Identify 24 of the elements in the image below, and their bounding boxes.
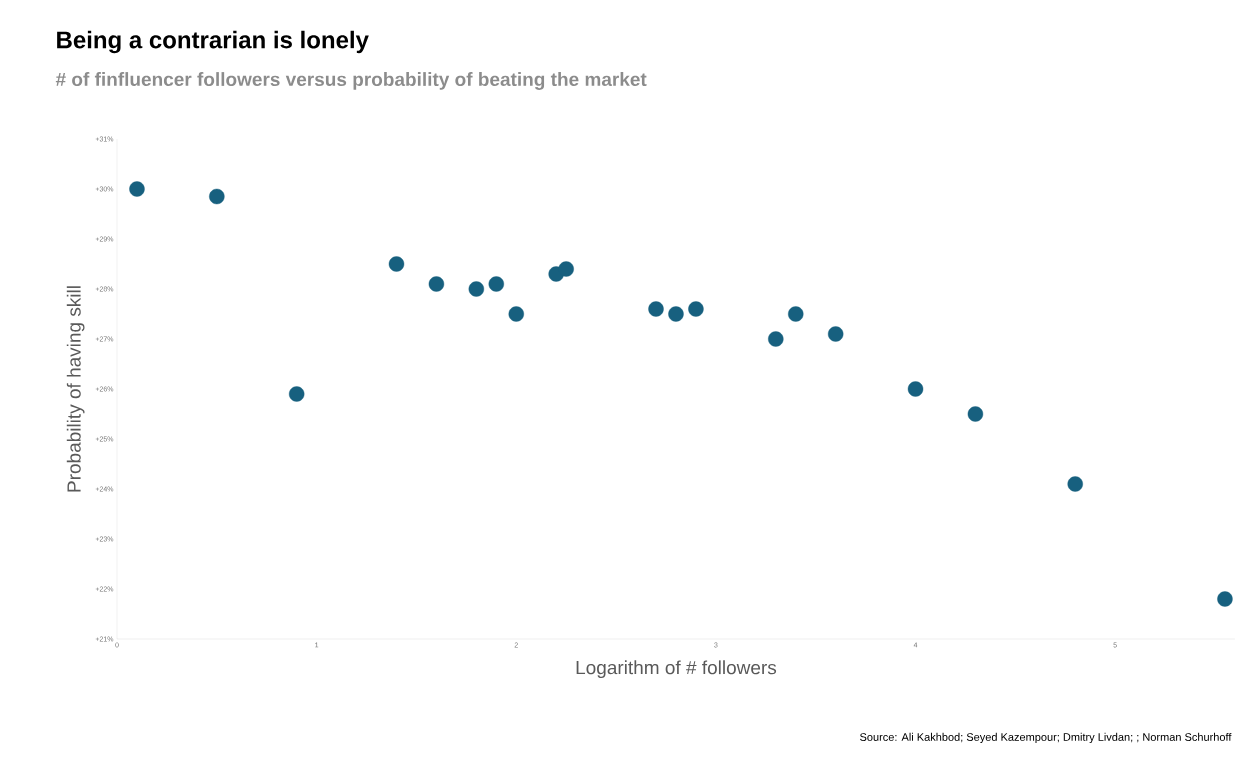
point	[388, 256, 405, 272]
point	[967, 406, 984, 422]
point	[1067, 476, 1083, 492]
source-note: Source: Ali Kakhbod; Seyed Kazempour; Dmitry Livdan; ; Norman Schurhoff	[860, 732, 1232, 744]
point	[288, 386, 305, 402]
point	[558, 261, 574, 277]
point	[768, 331, 784, 347]
point	[508, 306, 524, 322]
point	[688, 301, 704, 317]
point	[209, 188, 225, 205]
point	[907, 381, 924, 397]
x-axis-title: Logarithm of # followers	[576, 660, 777, 679]
point	[648, 301, 664, 317]
point	[827, 326, 844, 342]
point	[428, 276, 445, 292]
point	[488, 276, 504, 292]
point	[468, 281, 485, 297]
point	[788, 306, 804, 322]
point	[1217, 591, 1233, 607]
y-axis-title: Probability of having skill	[66, 286, 85, 492]
point	[668, 306, 684, 322]
point	[129, 181, 145, 197]
chart-title: Being a contrarian is lonely	[57, 30, 369, 54]
chart-subtitle: # of finfluencer followers versus probability of beating the market	[55, 72, 647, 90]
